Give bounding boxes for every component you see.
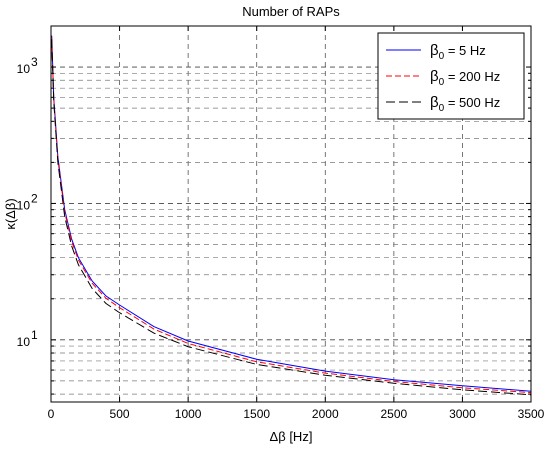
series-layer bbox=[51, 35, 532, 396]
x-tick-label: 1500 bbox=[243, 407, 270, 421]
y-tick-exponent: 2 bbox=[31, 191, 38, 205]
chart-title: Number of RAPs bbox=[242, 4, 340, 19]
x-tick-label: 0 bbox=[48, 407, 55, 421]
x-axis-label: Δβ [Hz] bbox=[270, 429, 313, 444]
legend: β0 = 5 Hz β0 = 200 Hz β0 = 500 Hz bbox=[377, 32, 525, 120]
legend-box bbox=[377, 32, 525, 120]
x-tick-label: 500 bbox=[110, 407, 130, 421]
plot-frame bbox=[50, 25, 532, 403]
x-tick-label: 2000 bbox=[312, 407, 339, 421]
y-tick-exponent: 3 bbox=[31, 55, 38, 69]
y-tick-label: 10 bbox=[17, 335, 31, 349]
legend-label-1: β0 = 5 Hz bbox=[430, 42, 486, 62]
x-tick-label: 1000 bbox=[175, 407, 202, 421]
y-tick-label: 10 bbox=[17, 198, 31, 212]
y-tick-label: 10 bbox=[17, 62, 31, 76]
x-tick-label: 3000 bbox=[449, 407, 476, 421]
legend-label-2: β0 = 200 Hz bbox=[430, 68, 500, 88]
x-tick-label: 3500 bbox=[518, 407, 545, 421]
legend-label-3: β0 = 500 Hz bbox=[430, 94, 500, 114]
y-tick-exponent: 1 bbox=[31, 328, 38, 342]
x-tick-label: 2500 bbox=[381, 407, 408, 421]
y-axis-label: κ(Δβ) bbox=[3, 198, 18, 229]
series-line-3 bbox=[51, 39, 532, 396]
